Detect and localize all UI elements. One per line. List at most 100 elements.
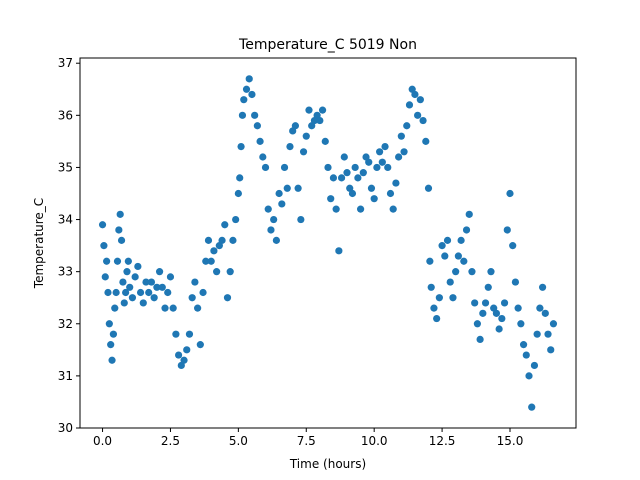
data-point [332, 205, 340, 213]
data-point [248, 90, 256, 99]
data-point [207, 257, 215, 265]
data-point [245, 75, 253, 83]
data-point [376, 148, 384, 156]
data-point [492, 309, 501, 317]
data-point [422, 137, 430, 145]
data-point [188, 294, 196, 302]
data-point [158, 283, 166, 291]
data-point [541, 309, 549, 317]
data-point [275, 189, 283, 198]
data-point [506, 189, 514, 198]
data-point [462, 226, 471, 234]
data-point [484, 283, 492, 291]
data-point [297, 215, 305, 224]
data-point [433, 314, 441, 323]
data-point [454, 252, 462, 260]
data-point [105, 320, 113, 328]
data-point [172, 330, 180, 338]
data-point [414, 111, 422, 119]
data-point [324, 163, 332, 172]
data-point [134, 262, 142, 271]
data-point [487, 268, 495, 276]
data-point [389, 205, 397, 213]
data-point [147, 278, 156, 286]
data-point [318, 106, 327, 114]
data-point [183, 346, 191, 354]
data-point [392, 179, 400, 187]
data-point [367, 184, 376, 192]
data-point [126, 283, 134, 291]
data-point [210, 247, 218, 255]
data-point [124, 257, 132, 265]
data-point [109, 330, 118, 338]
data-point [161, 304, 169, 312]
data-point [194, 304, 202, 312]
data-point [196, 341, 204, 349]
data-point [424, 184, 433, 192]
data-point [517, 320, 525, 328]
data-point [405, 101, 414, 109]
data-point [223, 294, 232, 302]
data-point [465, 210, 473, 218]
data-point [305, 106, 313, 114]
data-point [237, 142, 245, 151]
data-point [180, 356, 188, 364]
data-point [267, 226, 275, 234]
data-point [514, 304, 522, 312]
data-point [232, 215, 240, 224]
data-point [112, 288, 120, 297]
data-point [299, 148, 308, 156]
data-point [530, 361, 539, 370]
data-point [104, 288, 112, 297]
data-point [354, 174, 362, 182]
data-point [435, 294, 443, 302]
data-point [221, 221, 229, 229]
data-point [164, 288, 172, 297]
data-point [449, 294, 457, 302]
data-point [329, 174, 338, 182]
y-tick-label: 34 [58, 213, 73, 227]
y-tick-label: 33 [58, 265, 73, 279]
x-axis-label: Time (hours) [289, 457, 366, 471]
data-point [498, 314, 506, 323]
data-point [113, 257, 122, 265]
data-point [191, 278, 199, 286]
data-point [533, 330, 541, 338]
data-point [142, 278, 150, 286]
x-tick-label: 10.0 [361, 434, 388, 448]
data-point [116, 210, 124, 218]
data-point [357, 205, 365, 213]
data-point [280, 163, 289, 172]
data-point [286, 142, 294, 151]
data-point [426, 257, 434, 265]
x-axis: 0.0 2.5 5.0 7.5 10.0 12.5 15.0 [93, 428, 523, 448]
x-tick-label: 7.5 [297, 434, 316, 448]
data-point [468, 268, 476, 276]
data-point [528, 403, 536, 411]
data-point [175, 351, 183, 359]
data-point [411, 90, 419, 99]
data-point [386, 189, 395, 198]
y-tick-label: 36 [58, 108, 73, 122]
data-point [155, 268, 164, 276]
data-point [348, 189, 357, 198]
data-point [111, 304, 119, 312]
data-point [226, 268, 234, 276]
data-point [381, 142, 389, 151]
x-tick-label: 15.0 [497, 434, 524, 448]
data-point [204, 236, 213, 244]
y-tick-label: 37 [58, 56, 73, 70]
data-point [359, 169, 367, 177]
data-point [452, 268, 460, 276]
data-point [261, 163, 270, 172]
data-point [150, 294, 158, 302]
data-point [185, 330, 194, 338]
data-point [108, 356, 116, 364]
plot-frame [79, 57, 577, 429]
data-point [495, 325, 503, 333]
data-point [145, 288, 153, 297]
data-point [139, 299, 147, 307]
data-point [240, 96, 248, 104]
data-point [153, 283, 161, 291]
